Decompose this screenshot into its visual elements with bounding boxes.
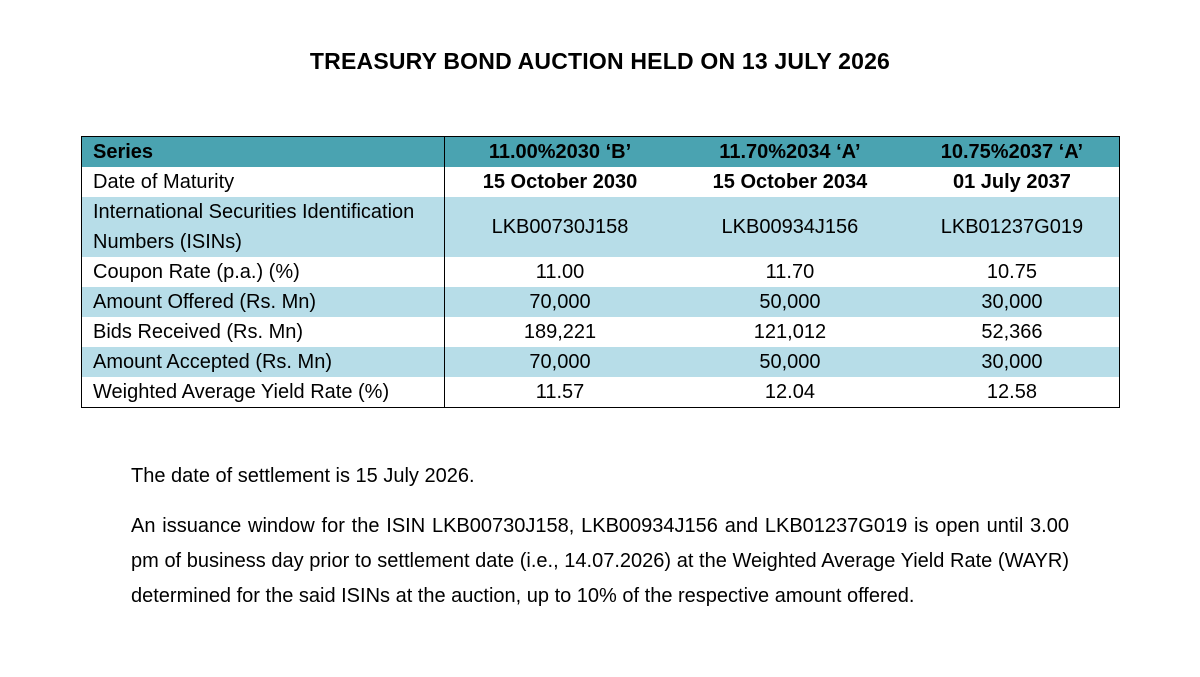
row-label: Weighted Average Yield Rate (%)	[81, 377, 445, 408]
cell-value: 10.75	[986, 261, 1037, 283]
cell-value: 70,000	[444, 287, 675, 317]
cell-value: 50,000	[675, 347, 905, 377]
series-header-label: Series	[81, 136, 445, 167]
table-header-row: Series 11.00%2030 ‘B’ 11.70%2034 ‘A’ 10.…	[81, 136, 1120, 167]
page-title: TREASURY BOND AUCTION HELD ON 13 JULY 20…	[309, 48, 891, 74]
cell-value: 30,000	[904, 287, 1120, 317]
auction-results-table: Series 11.00%2030 ‘B’ 11.70%2034 ‘A’ 10.…	[81, 136, 1120, 408]
cell-value: 01 July 2037	[952, 171, 1071, 193]
notes-section: The date of settlement is 15 July 2026. …	[131, 459, 1069, 614]
table-row-isin: International Securities Identification …	[81, 197, 1120, 257]
table-row-coupon: Coupon Rate (p.a.) (%) 11.00 11.70 10.75	[81, 257, 1120, 287]
row-label: Amount Accepted (Rs. Mn)	[81, 347, 445, 377]
cell-value: 15 October 2034	[712, 171, 868, 193]
row-label: Bids Received (Rs. Mn)	[81, 317, 445, 347]
row-label: International Securities Identification …	[81, 197, 445, 257]
cell-value: LKB00934J156	[675, 197, 905, 257]
cell-value: 11.70	[765, 261, 815, 283]
cell-value: 70,000	[444, 347, 675, 377]
row-label: Amount Offered (Rs. Mn)	[81, 287, 445, 317]
cell-value: 12.58	[986, 381, 1037, 403]
cell-value: 15 October 2030	[482, 171, 638, 193]
cell-value: 30,000	[904, 347, 1120, 377]
issuance-window-note: An issuance window for the ISIN LKB00730…	[131, 515, 1069, 607]
table-row-maturity: Date of Maturity 15 October 2030 15 Octo…	[81, 167, 1120, 197]
cell-value: 52,366	[981, 321, 1043, 343]
cell-value: 11.00	[535, 261, 585, 283]
cell-value: LKB00730J158	[444, 197, 675, 257]
cell-value: 121,012	[753, 321, 827, 343]
cell-value: 50,000	[675, 287, 905, 317]
table-row-wayr: Weighted Average Yield Rate (%) 11.57 12…	[81, 377, 1120, 408]
row-label: Date of Maturity	[81, 167, 445, 197]
series-header-1: 11.00%2030 ‘B’	[444, 136, 675, 167]
series-header-3: 10.75%2037 ‘A’	[904, 136, 1120, 167]
series-header-2: 11.70%2034 ‘A’	[675, 136, 905, 167]
cell-value: LKB01237G019	[904, 197, 1120, 257]
table-row-bids-received: Bids Received (Rs. Mn) 189,221 121,012 5…	[81, 317, 1120, 347]
cell-value: 12.04	[764, 381, 815, 403]
row-label: Coupon Rate (p.a.) (%)	[81, 257, 445, 287]
cell-value: 11.57	[535, 381, 585, 403]
table-row-amount-offered: Amount Offered (Rs. Mn) 70,000 50,000 30…	[81, 287, 1120, 317]
settlement-note: The date of settlement is 15 July 2026.	[131, 465, 475, 487]
cell-value: 189,221	[523, 321, 597, 343]
table-row-amount-accepted: Amount Accepted (Rs. Mn) 70,000 50,000 3…	[81, 347, 1120, 377]
